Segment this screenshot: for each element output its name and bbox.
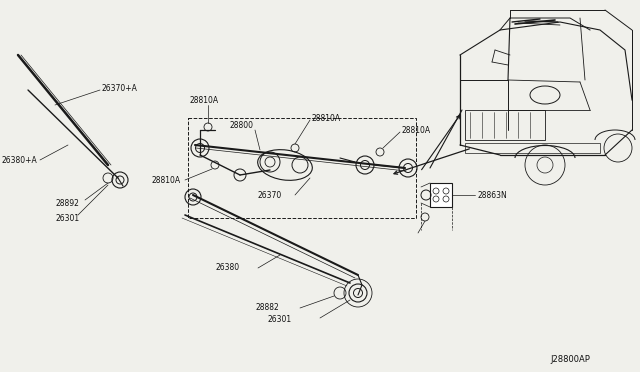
Bar xyxy=(465,143,600,153)
Text: 28800: 28800 xyxy=(230,121,254,129)
Text: 28892: 28892 xyxy=(55,199,79,208)
Text: 28810A: 28810A xyxy=(402,125,431,135)
Text: 26380+A: 26380+A xyxy=(2,155,38,164)
Text: 26370: 26370 xyxy=(258,190,282,199)
Bar xyxy=(465,110,545,140)
Bar xyxy=(430,183,452,207)
Text: 28810A: 28810A xyxy=(152,176,181,185)
Text: 26380: 26380 xyxy=(215,263,239,273)
Text: J28800AP: J28800AP xyxy=(550,356,590,365)
Text: 28810A: 28810A xyxy=(312,113,341,122)
Text: 26301: 26301 xyxy=(55,214,79,222)
Text: 26370+A: 26370+A xyxy=(102,83,138,93)
Bar xyxy=(188,118,416,218)
Text: 28863N: 28863N xyxy=(477,190,507,199)
Text: 26301: 26301 xyxy=(268,315,292,324)
Text: 28882: 28882 xyxy=(255,304,279,312)
Text: 28810A: 28810A xyxy=(190,96,219,105)
